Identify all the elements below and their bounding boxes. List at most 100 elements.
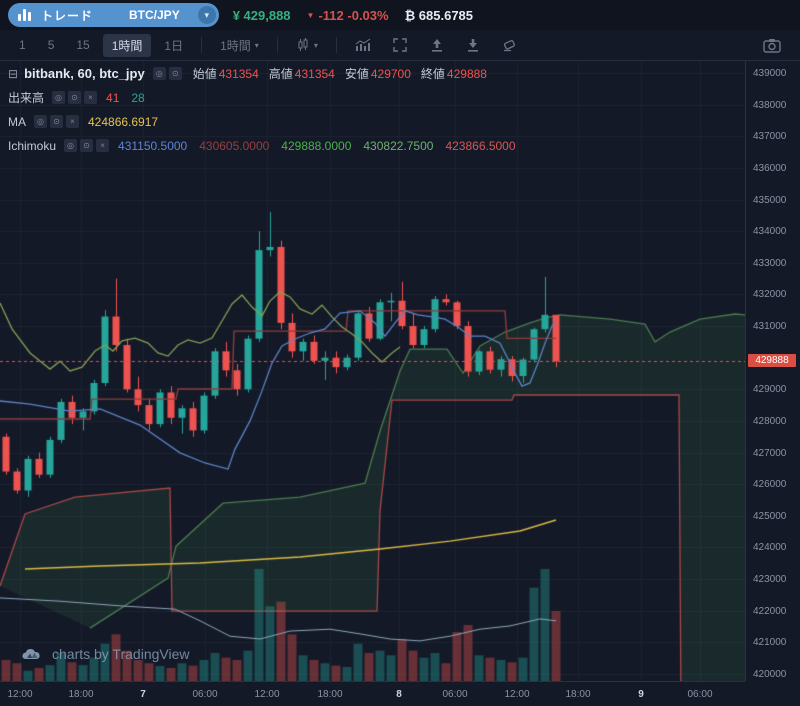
indicators-button[interactable] xyxy=(346,35,380,55)
camera-icon xyxy=(763,38,781,53)
gear-icon[interactable]: ⊙ xyxy=(168,67,182,80)
upload-button[interactable] xyxy=(421,35,453,55)
eye-icon[interactable]: ◎ xyxy=(34,115,47,128)
price-tick: 423000 xyxy=(753,574,787,586)
senkou-a-value: 430822.7500 xyxy=(363,138,434,153)
gear-icon[interactable]: ⊙ xyxy=(50,115,63,128)
tradingview-logo-icon xyxy=(22,648,40,659)
price-axis[interactable]: 439000 438000 437000 436000 435000 434000 4330… xyxy=(745,61,800,681)
price-tick: 439000 xyxy=(753,68,787,79)
time-tick: 12:00 xyxy=(7,689,33,700)
time-tick: 18:00 xyxy=(68,689,94,700)
chart-legend: ⊟ bitbank, 60, btc_jpy ◎ ⊙ 始値 431354 高値 43… xyxy=(8,67,516,163)
chart-area[interactable]: 439000 438000 437000 436000 435000 434000 4330… xyxy=(0,61,800,706)
fullscreen-button[interactable] xyxy=(384,35,417,55)
close-icon[interactable]: × xyxy=(66,115,79,128)
price-tick: 424000 xyxy=(753,542,787,554)
ichimoku-row: Ichimoku ◎ ⊙ × 431150.5000 430605.0000 4… xyxy=(8,139,516,152)
price-tick: 436000 xyxy=(753,162,787,174)
interval-1h[interactable]: 1時間 xyxy=(102,33,152,57)
price-tick: 431000 xyxy=(753,321,787,333)
top-bar: トレード BTC/JPY ▾ ¥ 429,888 ▼ -112 -0.03% ₿… xyxy=(0,0,800,30)
price-tick: 429000 xyxy=(753,384,787,396)
price-yen: ¥ 429,888 xyxy=(232,7,291,23)
tenkan-value: 431150.5000 xyxy=(118,138,188,153)
last-price-tag: 429888 xyxy=(748,354,796,368)
interval-1m[interactable]: 1 xyxy=(19,38,26,52)
eye-icon[interactable]: ◎ xyxy=(152,67,166,80)
pair-label: BTC/JPY xyxy=(129,8,180,22)
time-tick: 9 xyxy=(638,689,644,700)
low-value: 429700 xyxy=(370,66,411,81)
volume-row: 出来高 ◎ ⊙ × 41 28 xyxy=(8,91,516,104)
close-icon[interactable]: × xyxy=(84,91,98,104)
download-button[interactable] xyxy=(457,35,489,55)
ma-value: 424866.6917 xyxy=(88,114,159,129)
price-tick: 425000 xyxy=(753,510,787,522)
watermark-text: charts by TradingView xyxy=(52,646,190,662)
eye-icon[interactable]: ◎ xyxy=(64,139,78,152)
price-tick: 421000 xyxy=(753,637,787,649)
time-tick: 12:00 xyxy=(254,689,280,700)
indicators-icon xyxy=(355,38,371,51)
eraser-button[interactable] xyxy=(493,35,526,55)
price-tick: 437000 xyxy=(753,131,787,143)
ma-label: MA xyxy=(8,114,26,129)
eye-icon[interactable]: ◎ xyxy=(52,91,66,104)
download-icon xyxy=(467,39,478,52)
price-tick: 438000 xyxy=(753,99,787,111)
interval-1d[interactable]: 1日 xyxy=(164,38,184,53)
chikou-value: 429888.0000 xyxy=(281,138,352,153)
chevron-down-icon[interactable]: ▾ xyxy=(197,6,216,24)
price-tick: 422000 xyxy=(753,605,787,617)
price-tick: 432000 xyxy=(753,289,787,301)
price-tick: 428000 xyxy=(753,415,787,427)
senkou-b-value: 423866.5000 xyxy=(445,138,516,153)
caret-down-icon: ▾ xyxy=(254,40,259,50)
time-tick: 18:00 xyxy=(565,689,591,700)
price-change: ▼ -112 -0.03% xyxy=(307,8,389,23)
time-tick: 06:00 xyxy=(687,689,713,700)
price-tick: 434000 xyxy=(753,226,787,238)
high-value: 431354 xyxy=(294,66,335,81)
fullscreen-icon xyxy=(393,38,407,52)
upload-icon xyxy=(431,39,442,52)
price-tick: 435000 xyxy=(753,194,787,206)
collapse-icon[interactable]: ⊟ xyxy=(8,66,19,81)
interval-5m[interactable]: 5 xyxy=(47,38,55,52)
trade-pair-selector[interactable]: トレード BTC/JPY ▾ xyxy=(8,3,219,27)
volume-value: 41 xyxy=(106,90,120,105)
tradingview-watermark: charts by TradingView xyxy=(22,646,189,662)
symbol-title: bitbank, 60, btc_jpy xyxy=(24,66,145,81)
chart-toolbar: 1 5 15 1時間 1日 1時間 ▾ ▾ xyxy=(0,30,800,61)
open-value: 431354 xyxy=(218,66,259,81)
price-change-value: -112 -0.03% xyxy=(318,7,389,23)
gear-icon[interactable]: ⊙ xyxy=(68,91,82,104)
interval-15m[interactable]: 15 xyxy=(76,38,90,52)
caret-down-icon: ▾ xyxy=(313,40,318,50)
price-chart-canvas[interactable] xyxy=(0,61,745,681)
price-tick: 426000 xyxy=(753,479,787,491)
gear-icon[interactable]: ⊙ xyxy=(80,139,94,152)
time-tick: 06:00 xyxy=(442,689,468,700)
trade-label: トレード xyxy=(41,8,94,23)
chart-style-dropdown[interactable]: ▾ xyxy=(287,35,327,55)
quote-strip: ¥ 429,888 ▼ -112 -0.03% ₿ 685.6785 xyxy=(233,8,473,23)
ichimoku-label: Ichimoku xyxy=(8,138,57,153)
triangle-down-icon: ▼ xyxy=(306,10,315,20)
close-value: 429888 xyxy=(446,66,487,81)
close-icon[interactable]: × xyxy=(96,139,110,152)
candlestick-icon xyxy=(298,38,308,51)
time-axis[interactable]: 12:00 18:00 7 06:00 12:00 18:00 8 06:00 12:00 18:… xyxy=(0,681,745,706)
time-tick: 18:00 xyxy=(317,689,343,700)
time-tick: 7 xyxy=(140,689,146,700)
interval-dropdown[interactable]: 1時間 ▾ xyxy=(220,38,259,53)
snapshot-button[interactable] xyxy=(754,35,790,56)
toolbar-divider xyxy=(276,37,278,53)
price-tick: 420000 xyxy=(753,668,787,680)
bar-chart-icon xyxy=(18,9,31,21)
price-tick: 427000 xyxy=(753,447,787,459)
price-btc: ₿ 685.6785 xyxy=(404,7,474,23)
ma-row: MA ◎ ⊙ × 424866.6917 xyxy=(8,115,516,128)
